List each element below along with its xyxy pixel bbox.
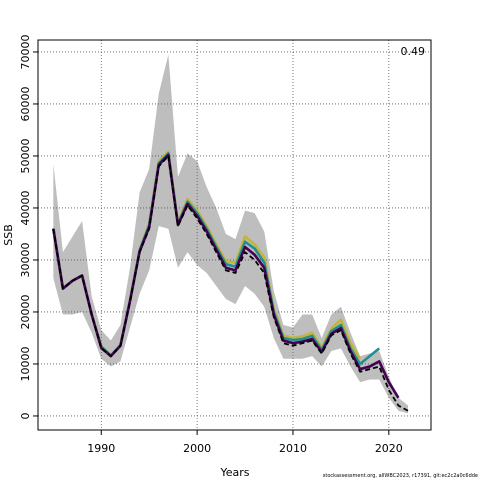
y-axis-label: SSB — [2, 224, 15, 246]
y-tick-label: 20000 — [19, 294, 32, 329]
x-tick-label: 1990 — [87, 442, 115, 455]
y-tick-label: 0 — [19, 412, 32, 419]
series-line — [52, 155, 409, 412]
y-tick-label: 30000 — [19, 242, 32, 277]
x-tick-label: 2010 — [279, 442, 307, 455]
plot-frame — [37, 39, 432, 431]
x-tick-label: 2020 — [375, 442, 403, 455]
footer: stockassessment.org, allWBC2023, r17391,… — [323, 473, 478, 479]
y-tick-label: 50000 — [19, 138, 32, 173]
x-axis-label: Years — [219, 466, 249, 479]
y-tick-label: 70000 — [19, 34, 32, 69]
x-tick-label: 2000 — [183, 442, 211, 455]
y-tick-label: 60000 — [19, 86, 32, 121]
confidence-band — [53, 54, 408, 414]
y-tick-label: 40000 — [19, 190, 32, 225]
y-tick-label: 10000 — [19, 346, 32, 381]
annotation: 0.49 — [401, 45, 426, 58]
